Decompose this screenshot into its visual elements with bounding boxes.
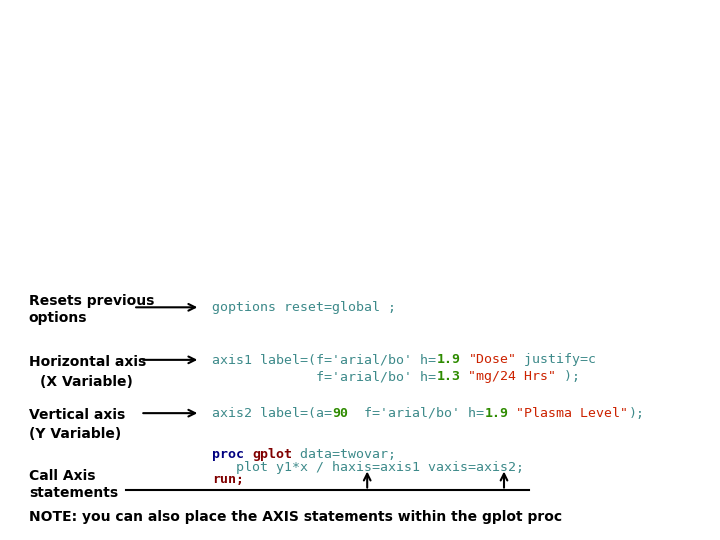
Text: Vertical axis: Vertical axis bbox=[29, 408, 125, 422]
Text: 1.9: 1.9 bbox=[485, 407, 508, 420]
Text: justify=c: justify=c bbox=[516, 353, 596, 366]
Text: proc: proc bbox=[212, 448, 253, 461]
Text: );: ); bbox=[557, 370, 580, 383]
Text: goptions reset=global ;: goptions reset=global ; bbox=[212, 301, 397, 314]
Text: );: ); bbox=[629, 407, 644, 420]
Text: "Dose": "Dose" bbox=[469, 353, 516, 366]
Text: axis2 label=(a=: axis2 label=(a= bbox=[212, 407, 333, 420]
Text: 1.9: 1.9 bbox=[436, 353, 460, 366]
Text: run;: run; bbox=[212, 474, 244, 487]
Text: f='arial/bo' h=: f='arial/bo' h= bbox=[348, 407, 485, 420]
Text: axis1 label=(f='arial/bo' h=: axis1 label=(f='arial/bo' h= bbox=[212, 353, 436, 366]
Text: 2 Variables: AXIS Statements: 2 Variables: AXIS Statements bbox=[208, 113, 512, 133]
Text: data=twovar;: data=twovar; bbox=[292, 448, 397, 461]
Text: Horizontal axis: Horizontal axis bbox=[29, 355, 146, 369]
Text: "mg/24 Hrs": "mg/24 Hrs" bbox=[469, 370, 557, 383]
Text: Examples: Examples bbox=[270, 33, 450, 66]
Text: (Y Variable): (Y Variable) bbox=[29, 427, 121, 441]
Text: (X Variable): (X Variable) bbox=[40, 375, 132, 389]
Text: 90: 90 bbox=[333, 407, 348, 420]
Text: plot y1*x / haxis=axis1 vaxis=axis2;: plot y1*x / haxis=axis1 vaxis=axis2; bbox=[212, 461, 524, 474]
Text: "Plasma Level": "Plasma Level" bbox=[516, 407, 629, 420]
Text: 1.3: 1.3 bbox=[436, 370, 460, 383]
Text: Resets previous
options: Resets previous options bbox=[29, 294, 154, 325]
Text: f='arial/bo' h=: f='arial/bo' h= bbox=[212, 370, 436, 383]
Text: Call Axis
statements: Call Axis statements bbox=[29, 469, 118, 500]
Text: gplot: gplot bbox=[253, 448, 292, 461]
Text: NOTE: you can also place the AXIS statements within the gplot proc: NOTE: you can also place the AXIS statem… bbox=[29, 510, 562, 524]
